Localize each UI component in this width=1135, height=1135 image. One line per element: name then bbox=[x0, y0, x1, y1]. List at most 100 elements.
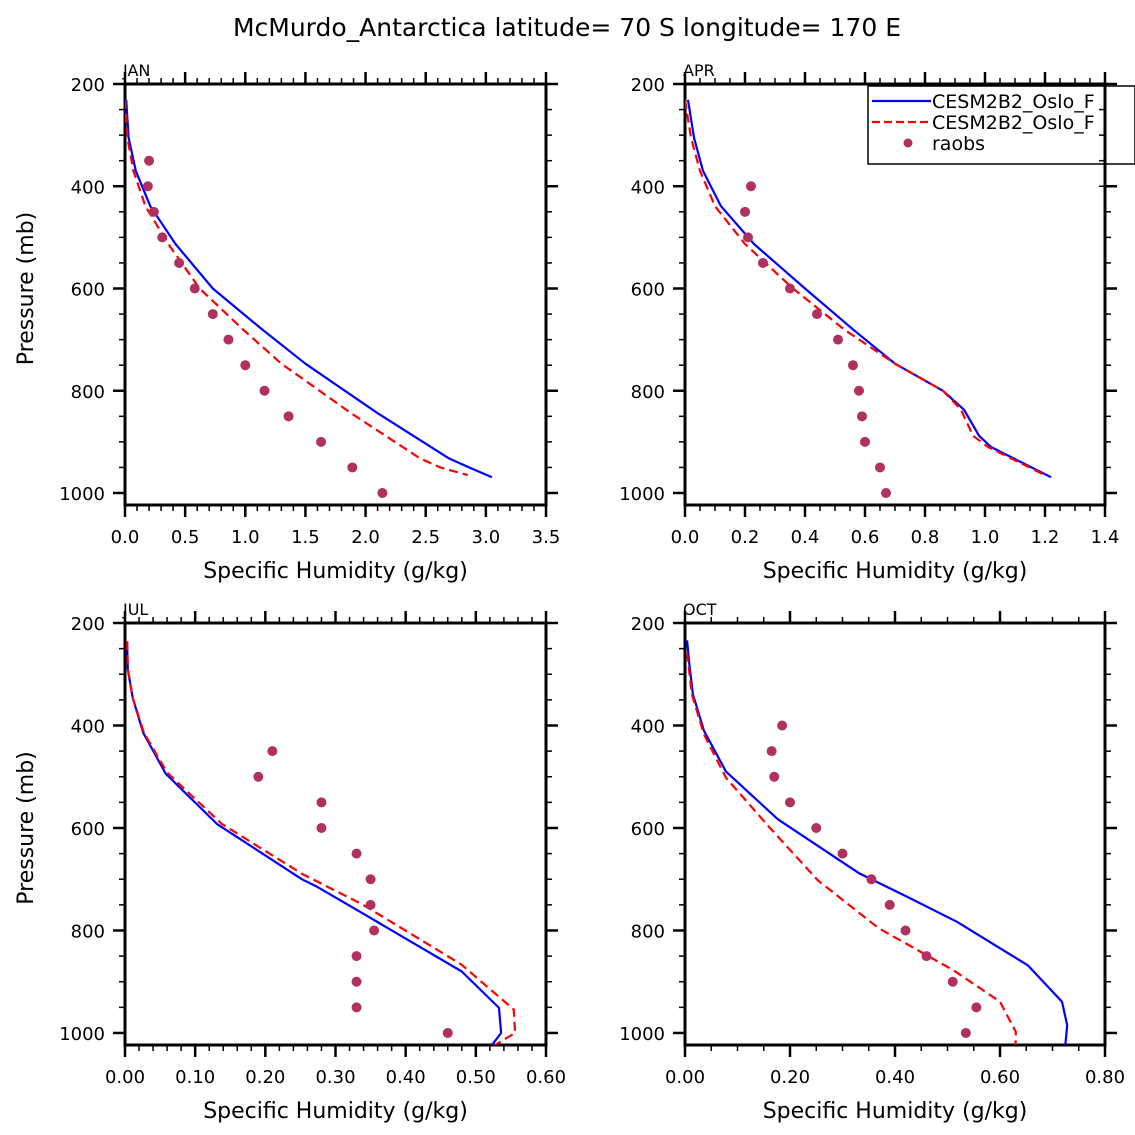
y-tick-label: 1000 bbox=[619, 1024, 665, 1045]
x-tick-label: 1.4 bbox=[1091, 527, 1120, 548]
raobs-point bbox=[857, 411, 867, 422]
raobs-point bbox=[283, 411, 294, 422]
raobs-point bbox=[316, 797, 327, 808]
x-tick-label: 0.80 bbox=[1085, 1067, 1125, 1088]
y-tick-label: 800 bbox=[631, 382, 665, 403]
y-tick-label: 600 bbox=[71, 280, 105, 301]
raobs-point bbox=[785, 283, 795, 294]
raobs-point bbox=[971, 1002, 982, 1013]
legend-box bbox=[867, 85, 1135, 165]
y-tick-label: 1000 bbox=[619, 484, 665, 505]
raobs-point bbox=[316, 822, 327, 833]
x-tick-label: 3.5 bbox=[532, 527, 561, 548]
raobs-point bbox=[365, 874, 376, 885]
x-tick-label: 0.00 bbox=[105, 1067, 145, 1088]
x-tick-label: 0.2 bbox=[731, 527, 760, 548]
raobs-point bbox=[812, 309, 822, 320]
x-tick-label: 0.20 bbox=[245, 1067, 285, 1088]
legend-marker-raobs bbox=[903, 138, 913, 148]
legend-label: CESM2B2_Oslo_F bbox=[932, 112, 1095, 134]
raobs-point bbox=[766, 746, 777, 757]
raobs-point bbox=[837, 848, 848, 859]
x-tick-label: 0.50 bbox=[456, 1067, 496, 1088]
raobs-point bbox=[148, 206, 159, 217]
raobs-point bbox=[174, 257, 185, 268]
y-tick-label: 1000 bbox=[59, 1024, 105, 1045]
y-tick-label: 800 bbox=[71, 921, 105, 942]
raobs-point bbox=[207, 309, 218, 320]
plot-frame bbox=[123, 82, 548, 507]
series-line-solid bbox=[126, 641, 503, 1045]
y-tick-label: 800 bbox=[631, 921, 665, 942]
raobs-point bbox=[833, 334, 843, 345]
raobs-point bbox=[746, 181, 756, 192]
figure-title: McMurdo_Antarctica latitude= 70 S longit… bbox=[233, 13, 901, 42]
panel-label: JAN bbox=[122, 61, 150, 80]
series-line-dashed bbox=[126, 641, 517, 1045]
panel-label: JUL bbox=[122, 600, 148, 619]
raobs-point bbox=[144, 155, 155, 166]
raobs-point bbox=[777, 720, 788, 731]
x-tick-label: 0.00 bbox=[665, 1067, 705, 1088]
x-tick-label: 0.60 bbox=[980, 1067, 1020, 1088]
raobs-point bbox=[189, 283, 200, 294]
raobs-point bbox=[267, 746, 278, 757]
raobs-point bbox=[881, 488, 891, 498]
raobs-point bbox=[240, 360, 251, 371]
panel-jul: JUL 0.00 0.10 0.20 0.30 0.40 0.50 0.60 200 400 600… bbox=[14, 600, 566, 1124]
x-tick-label: 0.40 bbox=[386, 1067, 426, 1088]
panel-apr: APR 0.0 0.2 0.4 0.6 0.8 1.0 1.2 1.4 200 400 600 800 1… bbox=[619, 61, 1119, 584]
y-tick-label: 400 bbox=[71, 716, 105, 737]
x-axis-label: Specific Humidity (g/kg) bbox=[763, 559, 1028, 584]
raobs-point bbox=[253, 771, 264, 782]
y-tick-label: 800 bbox=[71, 382, 105, 403]
y-tick-label: 1000 bbox=[59, 484, 105, 505]
x-tick-label: 0.40 bbox=[875, 1067, 915, 1088]
raobs-point bbox=[866, 874, 877, 885]
x-tick-label: 0.4 bbox=[791, 527, 820, 548]
raobs-point bbox=[351, 976, 362, 987]
y-tick-label: 400 bbox=[71, 177, 105, 198]
raobs-point bbox=[365, 899, 376, 910]
raobs-point bbox=[347, 462, 358, 473]
raobs-point bbox=[369, 925, 380, 936]
raobs-point bbox=[884, 899, 895, 910]
raobs-point bbox=[442, 1027, 453, 1038]
raobs-point bbox=[223, 334, 234, 345]
series-line-solid bbox=[125, 99, 493, 479]
y-tick-label: 200 bbox=[631, 75, 665, 96]
x-axis-label: Specific Humidity (g/kg) bbox=[203, 1099, 468, 1124]
raobs-point bbox=[860, 436, 870, 447]
x-tick-label: 3.0 bbox=[472, 527, 501, 548]
x-tick-label: 0.30 bbox=[315, 1067, 355, 1088]
series-line-dashed bbox=[685, 99, 1046, 477]
raobs-point bbox=[875, 462, 885, 473]
y-tick-label: 200 bbox=[71, 75, 105, 96]
series-line-solid bbox=[686, 99, 1052, 479]
series-line-dashed bbox=[125, 99, 469, 477]
legend-label: CESM2B2_Oslo_F bbox=[932, 91, 1095, 113]
raobs-point bbox=[351, 1002, 362, 1013]
raobs-point bbox=[259, 385, 270, 396]
y-tick-label: 200 bbox=[71, 614, 105, 635]
x-tick-label: 0.5 bbox=[171, 527, 200, 548]
raobs-point bbox=[142, 181, 153, 192]
x-tick-label: 1.2 bbox=[1031, 527, 1060, 548]
x-tick-label: 0.0 bbox=[671, 527, 700, 548]
x-tick-label: 1.5 bbox=[291, 527, 320, 548]
raobs-point bbox=[351, 848, 362, 859]
x-axis-label: Specific Humidity (g/kg) bbox=[763, 1099, 1028, 1124]
y-axis-label: Pressure (mb) bbox=[14, 751, 39, 905]
raobs-point bbox=[316, 436, 327, 447]
raobs-point bbox=[848, 360, 858, 371]
raobs-point bbox=[921, 951, 932, 962]
x-tick-label: 0.10 bbox=[175, 1067, 215, 1088]
x-tick-label: 0.8 bbox=[911, 527, 940, 548]
x-tick-label: 1.0 bbox=[971, 527, 1000, 548]
y-tick-label: 600 bbox=[71, 819, 105, 840]
x-tick-label: 1.0 bbox=[231, 527, 260, 548]
raobs-point bbox=[157, 232, 168, 243]
x-tick-label: 2.5 bbox=[411, 527, 440, 548]
x-tick-label: 0.6 bbox=[851, 527, 880, 548]
